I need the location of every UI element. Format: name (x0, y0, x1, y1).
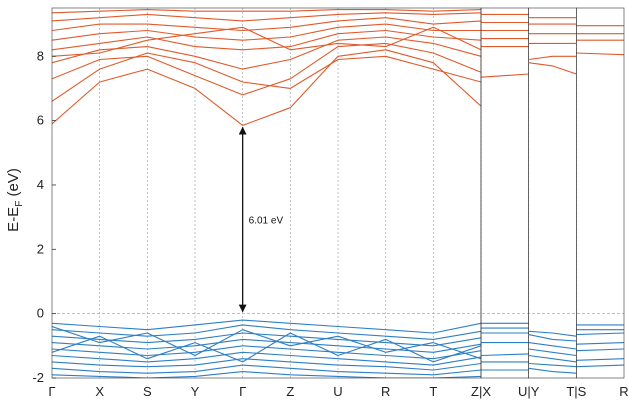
conduction-band-line (576, 52, 624, 56)
valence-band-line (528, 362, 577, 368)
axes: -2 0 2 4 6 8 Γ X S Y Γ Z U R T Z|X U|Y T|S R (32, 48, 628, 399)
panel-frame (576, 7, 625, 379)
valence-band-line (52, 325, 482, 360)
y-tick-label: 6 (37, 113, 44, 128)
conduction-band-line (52, 26, 482, 57)
x-tick-label: T (429, 384, 437, 399)
valence-band-line (528, 348, 577, 357)
panel-frame (480, 7, 529, 379)
x-tick-label: Y (191, 384, 200, 399)
x-tick-label: U|Y (518, 384, 540, 399)
valence-band-line (52, 324, 482, 340)
y-tick-label: 2 (37, 241, 44, 256)
conduction-band-line (528, 55, 577, 61)
panel-borders (51, 7, 625, 379)
x-tick-label: U (333, 384, 342, 399)
x-tick-label: Γ (48, 384, 55, 399)
conduction-band-line (52, 9, 482, 14)
valence-band-line (576, 348, 624, 352)
x-tick-label: X (95, 384, 104, 399)
valence-band-line (52, 319, 482, 334)
valence-band-line (52, 332, 482, 363)
y-tick-label: 8 (37, 48, 44, 63)
valence-band-line (528, 354, 577, 363)
conduction-band-line (52, 42, 482, 96)
valence-band-line (576, 342, 624, 345)
x-tick-label: Γ (239, 384, 246, 399)
y-tick-label: 4 (37, 177, 44, 192)
x-tick-label: S (143, 384, 152, 399)
valence-band-line (528, 330, 577, 337)
conduction-band-line (52, 17, 482, 32)
valence-band-line (576, 332, 624, 336)
x-tick-label: R (619, 384, 628, 399)
valence-band-line (576, 358, 624, 361)
valence-band-line (576, 364, 624, 368)
x-tick-label: R (381, 384, 390, 399)
y-tick-label: -2 (32, 370, 44, 385)
y-tick-label: 0 (37, 306, 44, 321)
valence-band-line (52, 364, 482, 376)
valence-band-line (52, 371, 482, 378)
conduction-band-line (52, 52, 482, 102)
conduction-band-line (52, 36, 482, 70)
valence-band-line (480, 353, 529, 357)
band-gap-label: 6.01 eV (249, 216, 284, 227)
y-axis-label-unit: (eV) (5, 168, 22, 201)
conduction-band-line (52, 29, 482, 51)
y-axis-label-main: E-E (5, 207, 22, 232)
valence-band-line (528, 334, 577, 342)
conduction-band-line (52, 23, 481, 41)
x-tick-label: Z|X (471, 384, 491, 399)
valence-band-line (52, 332, 482, 347)
conduction-band-line (528, 62, 577, 75)
conduction-band-line (52, 12, 482, 22)
conduction-band-line (480, 73, 529, 78)
y-axis-label-subscript: F (14, 201, 25, 207)
x-tick-label: T|S (566, 384, 586, 399)
band-lines (52, 9, 624, 378)
valence-band-line (52, 358, 482, 371)
gap-annotation: 6.01 eV (238, 126, 284, 313)
y-axis-label: E-EF (eV) (5, 168, 25, 232)
valence-band-line (52, 351, 482, 366)
x-tick-label: Z (286, 384, 294, 399)
valence-band-line (528, 367, 577, 374)
conduction-band-line (52, 49, 482, 126)
valence-band-line (528, 342, 577, 350)
